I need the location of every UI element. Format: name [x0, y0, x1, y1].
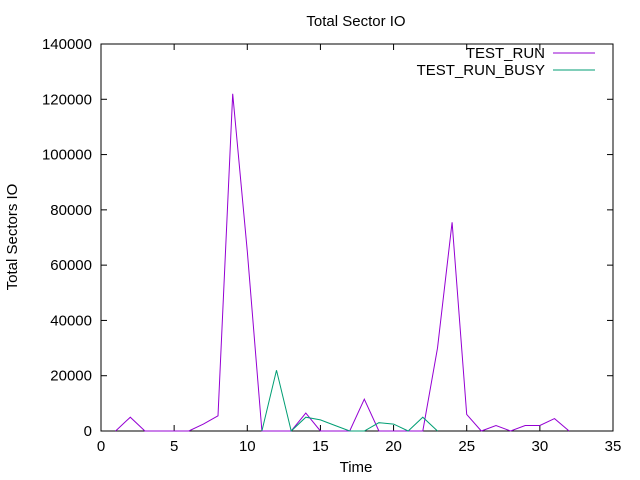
series-layer [115, 93, 570, 432]
x-tick-label: 0 [97, 438, 105, 455]
y-tick-label: 80000 [50, 202, 92, 219]
x-tick-label: 10 [239, 438, 256, 455]
y-tick-label: 0 [84, 423, 92, 440]
y-tick-label: 120000 [42, 91, 92, 108]
series-line-test-run-busy [261, 370, 438, 432]
legend-label: TEST_RUN [466, 45, 545, 62]
y-axis-label: Total Sectors IO [4, 184, 21, 291]
x-tick-label: 15 [312, 438, 329, 455]
x-tick-label: 25 [458, 438, 475, 455]
y-tick-label: 20000 [50, 368, 92, 385]
y-tick-label: 100000 [42, 147, 92, 164]
y-tick-label: 40000 [50, 312, 92, 329]
series-line-test-run [115, 93, 570, 432]
x-axis-label: Time [340, 459, 373, 476]
y-tick-label: 60000 [50, 257, 92, 274]
legend-label: TEST_RUN_BUSY [417, 62, 545, 79]
x-tick-label: 20 [385, 438, 402, 455]
chart-title: Total Sector IO [306, 13, 405, 30]
y-tick-label: 140000 [42, 36, 92, 53]
plot-frame [100, 43, 614, 432]
x-tick-label: 30 [532, 438, 549, 455]
axes: 0 5 10 15 20 25 30 35 0 20000 40000 60000 80000 10000… [42, 36, 621, 455]
x-tick-label: 35 [605, 438, 622, 455]
x-tick-label: 5 [170, 438, 178, 455]
